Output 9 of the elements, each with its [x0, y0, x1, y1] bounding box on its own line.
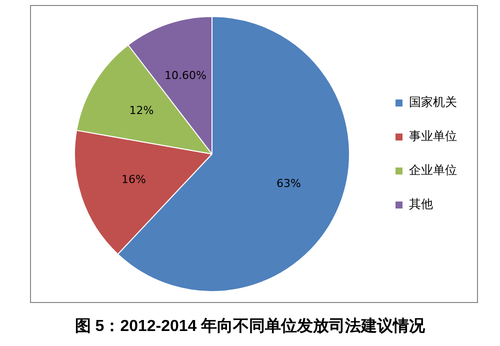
data-label: 16%	[122, 172, 146, 186]
legend-label: 其他	[409, 197, 433, 212]
legend-label: 国家机关	[409, 95, 457, 110]
data-label: 10.60%	[164, 68, 206, 82]
data-label: 63%	[276, 177, 301, 190]
text: 图 5：2012-2014 年向不同单位发放司法建议情况	[74, 316, 426, 337]
legend-label: 企业单位	[409, 163, 457, 178]
legend-label: 事业单位	[409, 129, 457, 144]
data-label: 12%	[129, 104, 154, 118]
